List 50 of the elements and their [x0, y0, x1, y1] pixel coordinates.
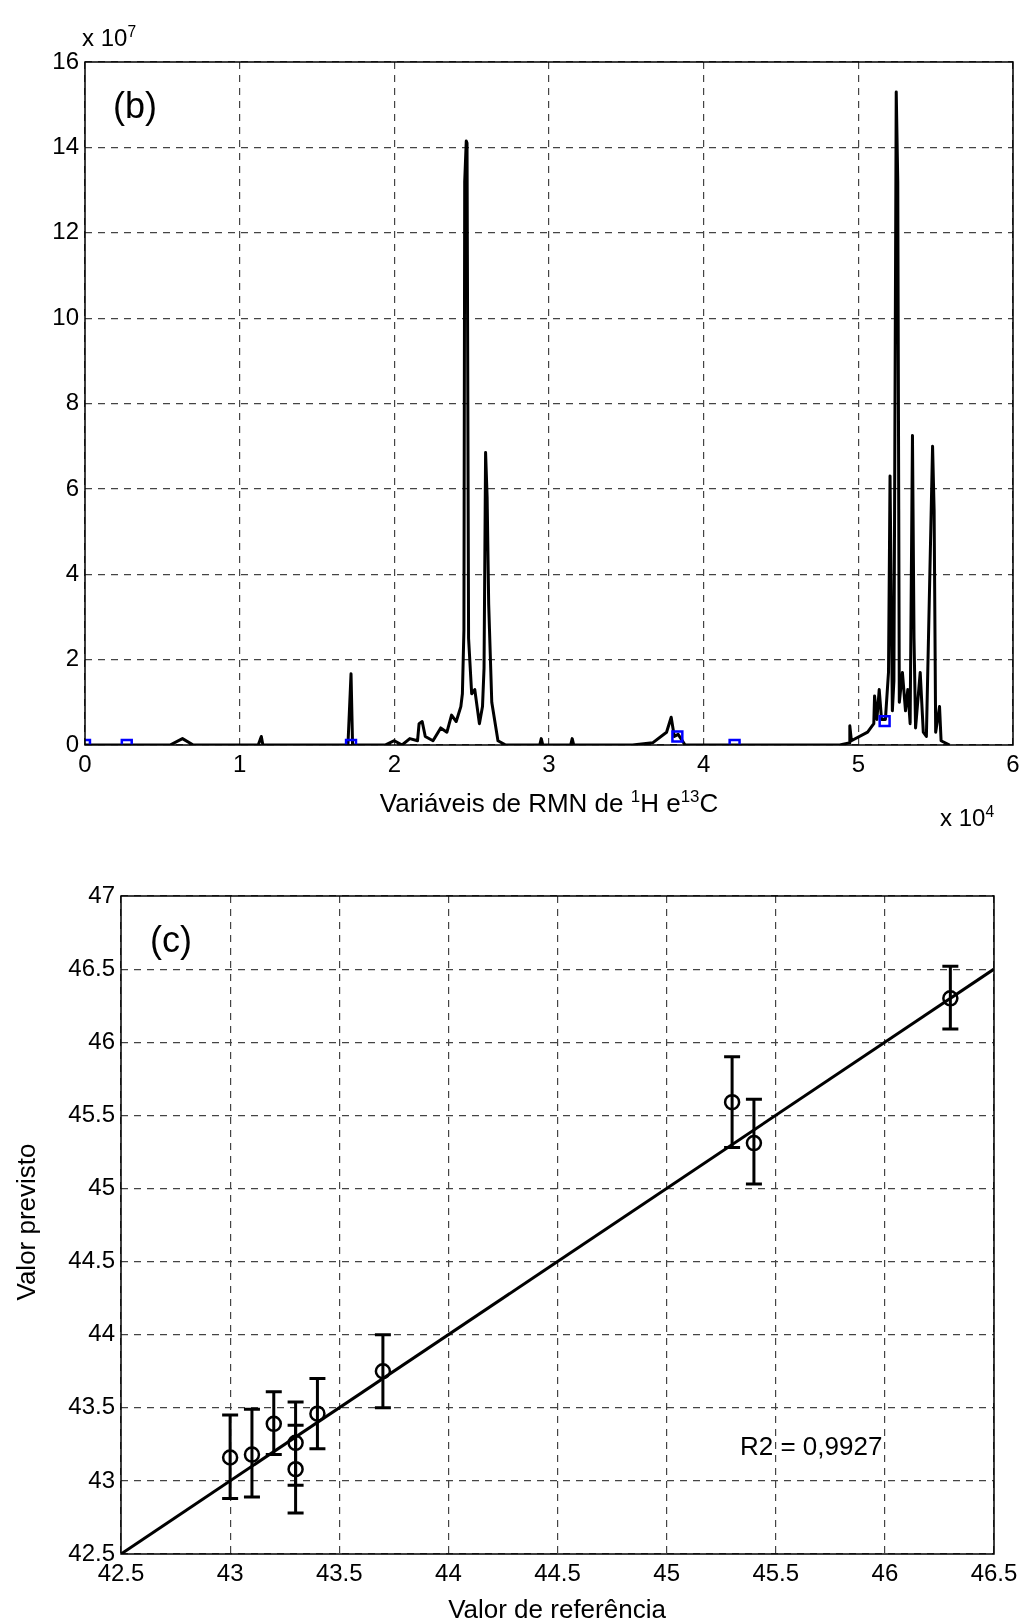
- y-tick-label: 45.5: [68, 1099, 115, 1127]
- y-tick-label: 12: [52, 217, 79, 245]
- y-tick-label: 14: [52, 132, 79, 159]
- y-tick-label: 0: [65, 729, 79, 757]
- point: [243, 1446, 261, 1463]
- point: [374, 1362, 392, 1380]
- point: [942, 990, 959, 1007]
- y-tick-label: 46.5: [68, 953, 115, 981]
- y-axis-title: Valor previsto: [11, 1143, 41, 1301]
- y-tick-label: 4: [65, 558, 79, 586]
- x-tick-label: 43.5: [315, 1559, 363, 1587]
- y-tick-label: 45: [88, 1173, 115, 1201]
- x-tick-label: 5: [851, 750, 866, 778]
- y-tick-label: 47: [88, 880, 115, 908]
- point: [723, 1093, 741, 1111]
- annotation: (c): [150, 919, 192, 960]
- y-tick-label: 16: [52, 46, 79, 74]
- x-tick-label: 44: [435, 1559, 462, 1587]
- y-tick-label: 8: [65, 388, 79, 416]
- y-tick-label: 44.5: [68, 1246, 115, 1274]
- point: [745, 1134, 763, 1152]
- point: [287, 1460, 304, 1478]
- x-axis-title: Variáveis de RMN de $^{1}$H e$^{13}$C: [379, 786, 719, 818]
- y-tick-label: 10: [52, 302, 79, 330]
- y-tick-label: 2: [65, 644, 79, 672]
- point: [265, 1415, 283, 1433]
- y-tick-label: 43.5: [68, 1392, 115, 1420]
- annotation: (b): [113, 85, 157, 126]
- x-tick-label: 46: [871, 1559, 899, 1587]
- x-tick-label: 43: [216, 1559, 244, 1587]
- annotation: R2 = 0,9927: [740, 1431, 883, 1461]
- y-tick-label: 46: [88, 1026, 115, 1054]
- y-tick-label: 43: [88, 1465, 115, 1493]
- text: x 10$^{7}$: [82, 22, 137, 51]
- x-tick-label: 6: [1006, 750, 1020, 778]
- point: [309, 1405, 326, 1422]
- y-tick-label: 44: [88, 1319, 115, 1347]
- x-tick-label: 1: [232, 750, 247, 778]
- x-tick-label: 3: [542, 750, 556, 778]
- point: [287, 1434, 304, 1452]
- x-tick-label: 46.5: [970, 1559, 1018, 1587]
- x-tick-label: 2: [387, 750, 402, 778]
- x-tick-label: 4: [696, 750, 711, 778]
- point: [221, 1449, 239, 1466]
- x-tick-label: 44.5: [534, 1559, 581, 1587]
- x-tick-label: 45.5: [752, 1559, 800, 1587]
- x-axis-title: Valor de referência: [448, 1594, 666, 1624]
- text: x 10$^{4}$: [940, 802, 995, 831]
- x-tick-label: 45: [653, 1559, 680, 1587]
- y-tick-label: 6: [65, 473, 79, 501]
